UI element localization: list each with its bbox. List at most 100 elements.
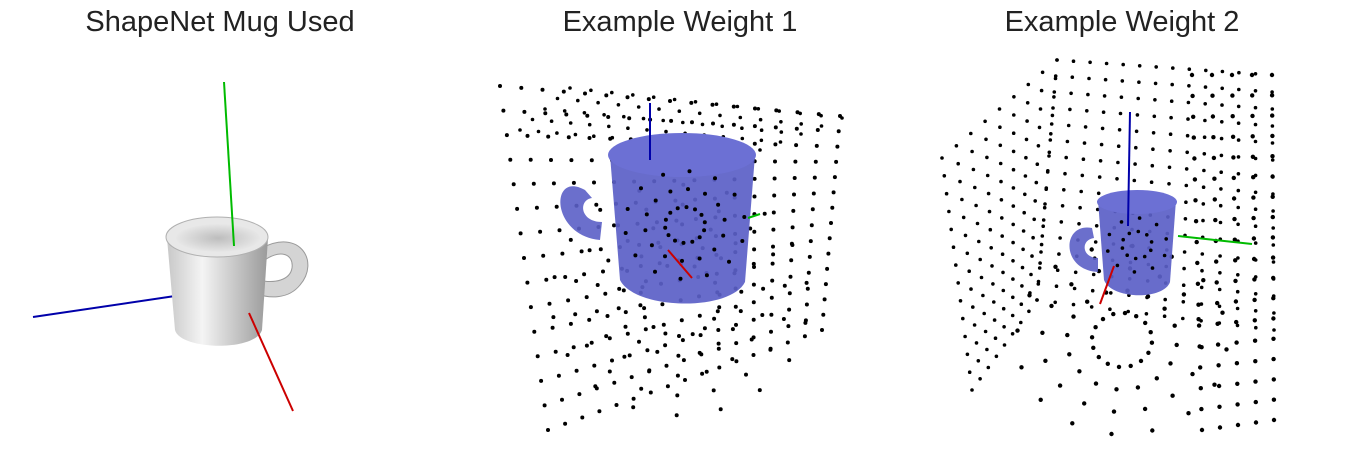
point-marker [566,298,571,303]
point-marker [643,228,648,233]
point-marker [1270,194,1275,199]
point-marker [610,358,614,363]
point-marker [1098,159,1103,163]
point-marker [571,345,576,350]
point-marker [1181,316,1185,321]
point-marker [1235,402,1240,407]
x-axis-line [1099,265,1115,305]
point-marker [1186,117,1190,121]
point-marker [1196,317,1201,322]
y-axis-line [223,81,235,247]
point-marker [573,312,578,317]
point-marker [1220,120,1224,124]
point-marker [717,305,722,310]
mug-handle [560,186,602,240]
point-marker [744,372,748,377]
point-marker [771,227,776,232]
point-marker [819,124,824,128]
point-marker [1044,186,1049,190]
point-marker [668,210,673,215]
point-marker [648,390,653,395]
point-marker [1114,387,1119,392]
point-marker [697,350,702,355]
point-marker [647,368,652,373]
point-marker [1209,72,1215,78]
point-marker [574,368,579,373]
weighted-mug [560,133,756,304]
point-marker [827,236,832,241]
point-marker [985,155,989,160]
point-marker [1111,409,1117,414]
point-marker [786,324,791,329]
point-marker [1149,248,1153,253]
point-marker [1181,300,1186,304]
point-marker [1253,379,1258,384]
point-marker [1270,107,1275,111]
point-marker [680,258,684,263]
point-marker [1236,273,1240,277]
point-marker [1011,240,1015,245]
point-marker [1198,386,1203,391]
point-marker [1119,220,1124,224]
point-marker [522,256,526,260]
point-marker [1253,420,1259,425]
point-marker [1189,72,1195,78]
point-marker [519,85,524,90]
point-marker [1272,328,1276,332]
point-marker [669,118,674,123]
point-marker [1250,93,1255,98]
point-marker [1167,182,1171,186]
point-marker [1067,352,1072,357]
point-marker [716,346,721,351]
point-marker [1115,177,1119,181]
point-marker [610,90,614,95]
point-marker [661,322,666,327]
point-marker [1109,291,1113,295]
point-marker [1060,204,1065,208]
point-marker [734,341,739,346]
point-marker [1032,217,1036,222]
point-marker [1036,282,1041,286]
point-marker [1253,122,1258,127]
point-marker [717,365,722,370]
point-marker [595,283,600,287]
point-marker [1231,155,1236,160]
point-marker [1012,95,1016,99]
point-marker [792,192,796,197]
point-marker [612,380,617,385]
point-marker [584,343,589,348]
point-marker [1215,321,1220,326]
point-marker [616,306,621,311]
point-marker [580,415,585,420]
point-marker [1202,152,1207,156]
point-marker [1270,214,1275,220]
point-marker [633,253,638,258]
point-marker [732,192,737,197]
point-marker [969,131,973,136]
point-marker [1062,188,1066,192]
point-marker [1081,157,1086,161]
point-marker [566,135,571,140]
point-marker [809,223,814,228]
point-marker [1220,86,1224,91]
point-marker [1174,342,1179,348]
point-marker [1015,328,1020,333]
point-marker [1219,187,1223,191]
point-marker [998,125,1002,129]
point-marker [1136,96,1140,101]
point-marker [1215,300,1220,306]
point-marker [835,144,840,149]
point-marker [1011,131,1016,135]
point-marker [553,349,558,354]
point-marker [1101,110,1106,114]
point-marker [718,113,722,118]
mug-rim [1097,190,1177,214]
point-marker [1143,320,1148,326]
point-marker [532,329,537,334]
point-marker [1153,98,1157,102]
point-marker [1252,297,1257,303]
point-marker [1047,154,1051,158]
point-marker [963,334,967,339]
point-marker [639,186,643,191]
point-marker [675,393,680,398]
